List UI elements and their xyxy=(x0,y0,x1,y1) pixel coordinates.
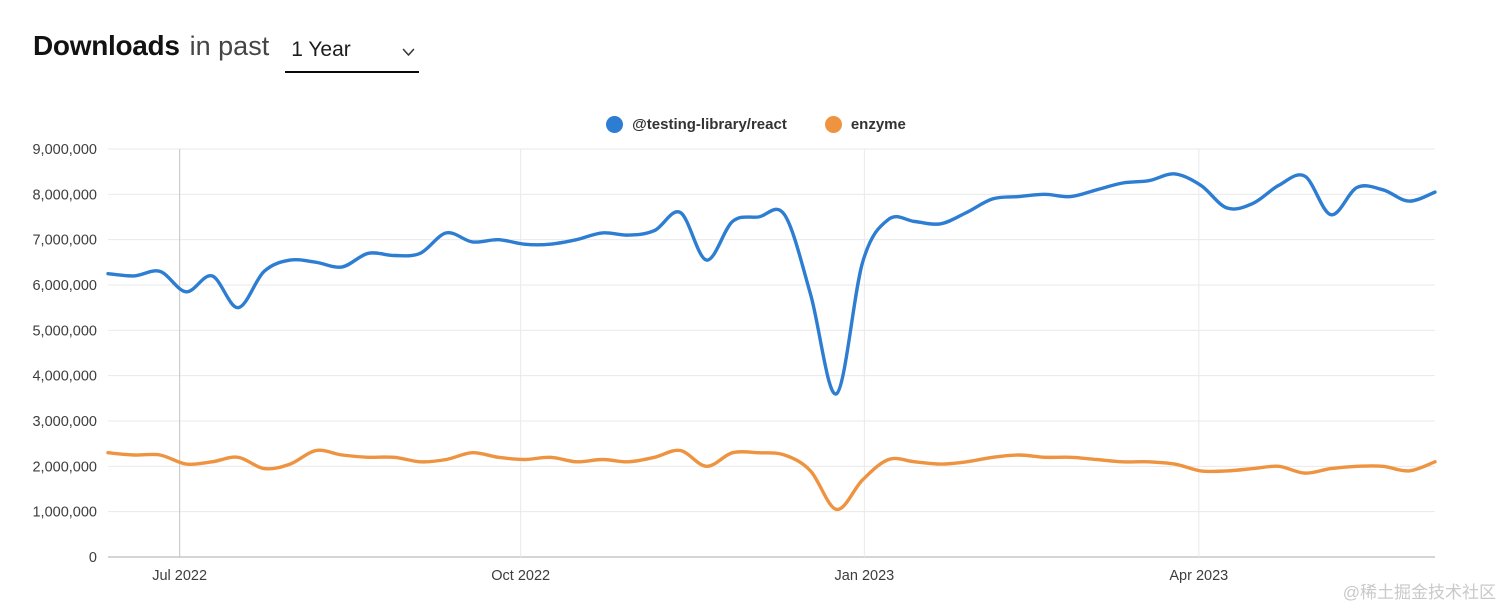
legend-item-enzyme[interactable]: enzyme xyxy=(824,116,906,133)
page-title-suffix: in past xyxy=(189,31,270,61)
legend-label: @testing-library/react xyxy=(632,116,787,133)
svg-text:7,000,000: 7,000,000 xyxy=(32,233,97,249)
svg-text:Oct 2022: Oct 2022 xyxy=(491,568,550,584)
svg-text:9,000,000: 9,000,000 xyxy=(32,142,97,158)
page-title: Downloads xyxy=(33,30,180,61)
series-line-enzyme xyxy=(106,448,1437,512)
x-axis: Jul 2022 Oct 2022 Jan 2023 Apr 2023 xyxy=(152,149,1228,584)
svg-text:5,000,000: 5,000,000 xyxy=(32,323,97,339)
svg-text:1,000,000: 1,000,000 xyxy=(32,505,97,521)
chevron-down-icon xyxy=(402,48,415,57)
time-range-select[interactable]: 1 Year xyxy=(285,38,420,73)
watermark: @稀土掘金技术社区 xyxy=(1342,583,1496,602)
legend-label: enzyme xyxy=(850,116,906,133)
chart-legend: @testing-library/react enzyme xyxy=(0,116,1512,133)
time-range-value: 1 Year xyxy=(291,38,351,61)
svg-text:8,000,000: 8,000,000 xyxy=(32,187,97,203)
downloads-line-chart[interactable]: 0 1,000,000 2,000,000 3,000,000 4,000,000 5,0… xyxy=(0,142,1512,607)
svg-text:0: 0 xyxy=(89,550,97,566)
svg-text:6,000,000: 6,000,000 xyxy=(32,278,97,294)
svg-text:3,000,000: 3,000,000 xyxy=(32,414,97,430)
series-color-dot-orange xyxy=(824,116,842,133)
legend-item-testing-library-react[interactable]: @testing-library/react xyxy=(606,116,787,133)
svg-text:Jan 2023: Jan 2023 xyxy=(835,568,895,584)
svg-text:4,000,000: 4,000,000 xyxy=(32,369,97,385)
series-color-dot-blue xyxy=(606,116,624,133)
svg-text:Jul 2022: Jul 2022 xyxy=(152,568,207,584)
y-gridlines xyxy=(108,148,1435,558)
y-axis-labels: 0 1,000,000 2,000,000 3,000,000 4,000,000 5,0… xyxy=(32,142,97,566)
svg-text:2,000,000: 2,000,000 xyxy=(32,459,97,475)
svg-text:Apr 2023: Apr 2023 xyxy=(1169,568,1228,584)
series-line-testing-library-react xyxy=(106,172,1437,396)
page-header: Downloads in past 1 Year xyxy=(33,30,420,73)
